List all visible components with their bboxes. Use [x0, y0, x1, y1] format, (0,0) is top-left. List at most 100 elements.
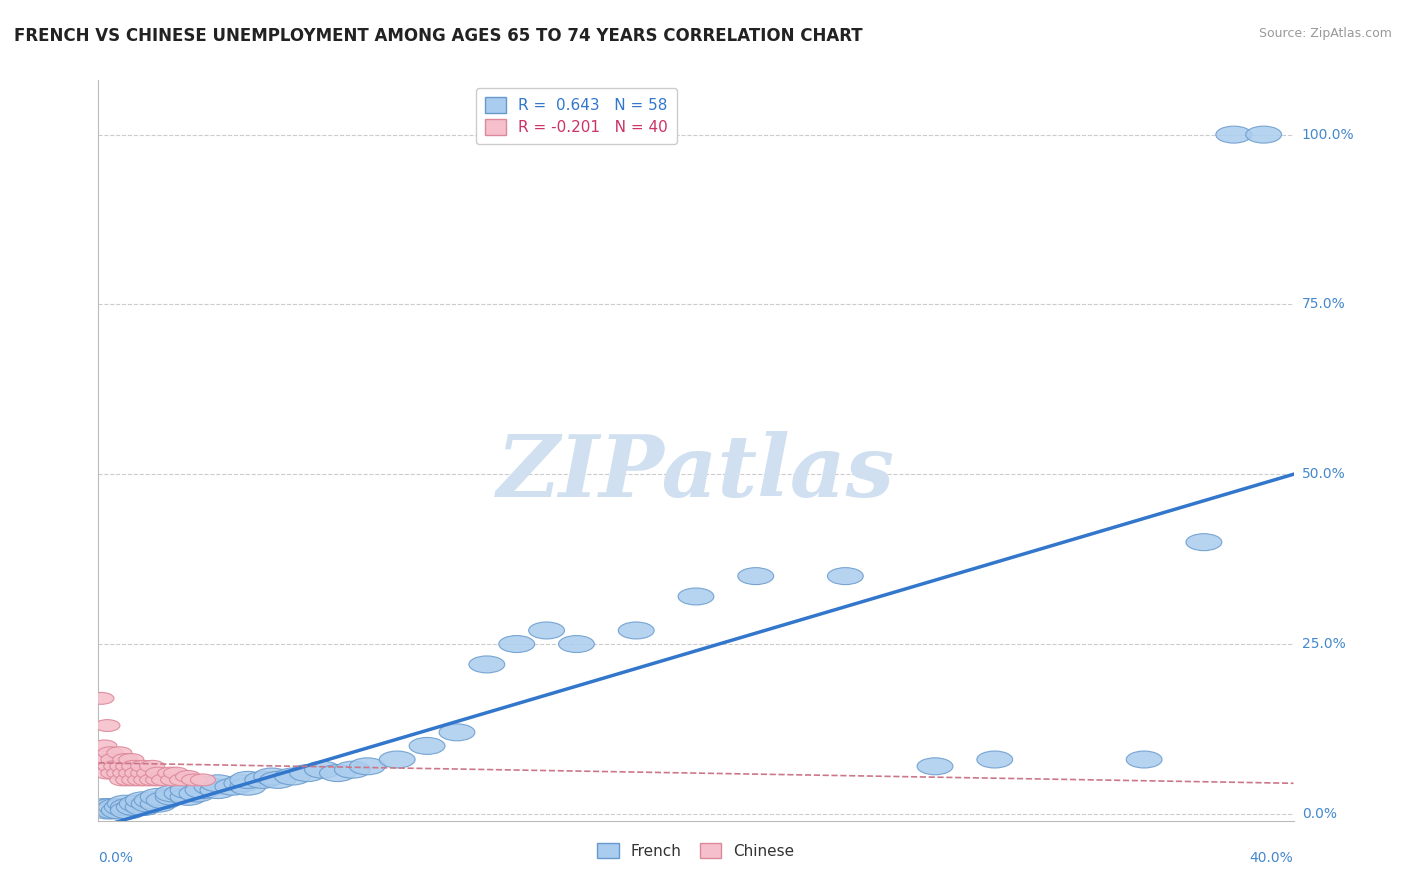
- Ellipse shape: [176, 771, 201, 782]
- Text: 0.0%: 0.0%: [1302, 807, 1337, 821]
- Ellipse shape: [190, 774, 215, 786]
- Ellipse shape: [107, 795, 143, 812]
- Ellipse shape: [90, 802, 125, 819]
- Ellipse shape: [89, 692, 114, 705]
- Ellipse shape: [125, 767, 150, 779]
- Ellipse shape: [380, 751, 415, 768]
- Ellipse shape: [110, 774, 135, 786]
- Ellipse shape: [115, 760, 141, 772]
- Ellipse shape: [165, 785, 200, 802]
- Text: ZIPatlas: ZIPatlas: [496, 431, 896, 515]
- Ellipse shape: [155, 785, 191, 802]
- Text: 0.0%: 0.0%: [98, 851, 134, 865]
- Ellipse shape: [224, 775, 260, 792]
- Ellipse shape: [170, 789, 207, 805]
- Ellipse shape: [186, 781, 221, 798]
- Ellipse shape: [134, 774, 159, 786]
- Ellipse shape: [98, 760, 122, 772]
- Ellipse shape: [131, 760, 156, 772]
- Ellipse shape: [104, 760, 129, 772]
- Ellipse shape: [254, 768, 290, 785]
- Ellipse shape: [91, 740, 117, 752]
- Ellipse shape: [917, 758, 953, 775]
- Ellipse shape: [977, 751, 1012, 768]
- Ellipse shape: [409, 738, 446, 755]
- Ellipse shape: [194, 778, 231, 795]
- Ellipse shape: [200, 781, 236, 798]
- Ellipse shape: [131, 767, 156, 779]
- Ellipse shape: [619, 622, 654, 639]
- Ellipse shape: [141, 789, 176, 805]
- Ellipse shape: [94, 767, 120, 779]
- Text: 40.0%: 40.0%: [1250, 851, 1294, 865]
- Ellipse shape: [163, 767, 188, 779]
- Ellipse shape: [1216, 126, 1251, 143]
- Ellipse shape: [107, 767, 132, 779]
- Ellipse shape: [179, 785, 215, 802]
- Ellipse shape: [93, 798, 128, 815]
- Ellipse shape: [290, 764, 326, 781]
- Ellipse shape: [170, 774, 194, 786]
- Ellipse shape: [101, 754, 127, 765]
- Ellipse shape: [94, 720, 120, 731]
- Text: 100.0%: 100.0%: [1302, 128, 1354, 142]
- Ellipse shape: [98, 747, 122, 759]
- Ellipse shape: [131, 795, 167, 812]
- Ellipse shape: [112, 754, 138, 765]
- Ellipse shape: [101, 802, 138, 819]
- Ellipse shape: [146, 774, 170, 786]
- Ellipse shape: [170, 781, 207, 798]
- Ellipse shape: [215, 778, 250, 795]
- Ellipse shape: [139, 760, 165, 772]
- Ellipse shape: [200, 775, 236, 792]
- Ellipse shape: [231, 772, 266, 789]
- Text: 75.0%: 75.0%: [1302, 297, 1346, 311]
- Ellipse shape: [91, 754, 117, 765]
- Ellipse shape: [115, 774, 141, 786]
- Ellipse shape: [112, 767, 138, 779]
- Ellipse shape: [470, 656, 505, 673]
- Ellipse shape: [152, 774, 177, 786]
- Ellipse shape: [160, 774, 186, 786]
- Ellipse shape: [738, 567, 773, 584]
- Ellipse shape: [245, 772, 281, 789]
- Ellipse shape: [558, 635, 595, 653]
- Ellipse shape: [122, 774, 146, 786]
- Ellipse shape: [136, 767, 162, 779]
- Ellipse shape: [104, 798, 141, 815]
- Ellipse shape: [499, 635, 534, 653]
- Ellipse shape: [439, 723, 475, 741]
- Ellipse shape: [678, 588, 714, 605]
- Ellipse shape: [118, 767, 143, 779]
- Ellipse shape: [141, 795, 176, 812]
- Ellipse shape: [101, 767, 127, 779]
- Ellipse shape: [125, 792, 162, 809]
- Ellipse shape: [1246, 126, 1282, 143]
- Ellipse shape: [155, 789, 191, 805]
- Ellipse shape: [529, 622, 565, 639]
- Ellipse shape: [135, 792, 170, 809]
- Ellipse shape: [1187, 533, 1222, 550]
- Ellipse shape: [117, 798, 152, 815]
- Ellipse shape: [128, 774, 153, 786]
- Ellipse shape: [157, 767, 183, 779]
- Ellipse shape: [96, 802, 131, 819]
- Ellipse shape: [827, 567, 863, 584]
- Ellipse shape: [305, 761, 340, 778]
- Ellipse shape: [335, 761, 370, 778]
- Ellipse shape: [146, 792, 183, 809]
- Ellipse shape: [125, 798, 162, 815]
- Ellipse shape: [110, 802, 146, 819]
- Ellipse shape: [181, 774, 207, 786]
- Text: Source: ZipAtlas.com: Source: ZipAtlas.com: [1258, 27, 1392, 40]
- Ellipse shape: [110, 760, 135, 772]
- Ellipse shape: [118, 754, 143, 765]
- Text: FRENCH VS CHINESE UNEMPLOYMENT AMONG AGES 65 TO 74 YEARS CORRELATION CHART: FRENCH VS CHINESE UNEMPLOYMENT AMONG AGE…: [14, 27, 863, 45]
- Legend: French, Chinese: French, Chinese: [591, 837, 801, 865]
- Text: 50.0%: 50.0%: [1302, 467, 1346, 481]
- Ellipse shape: [139, 774, 165, 786]
- Ellipse shape: [120, 795, 155, 812]
- Ellipse shape: [260, 772, 295, 789]
- Ellipse shape: [274, 768, 311, 785]
- Text: 25.0%: 25.0%: [1302, 637, 1346, 651]
